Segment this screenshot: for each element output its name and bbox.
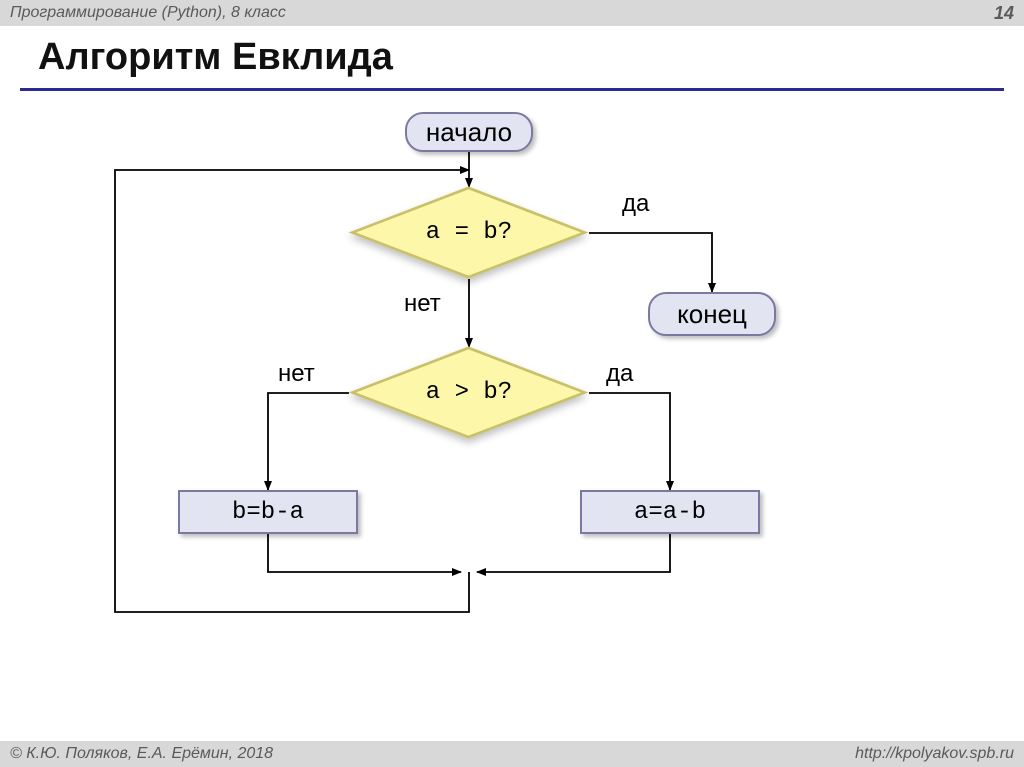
page-number: 14	[994, 0, 1014, 26]
edge-label-cond2-no: нет	[278, 360, 315, 388]
edge-label-cond1-no: нет	[404, 290, 441, 318]
flowchart-canvas: начало a = b? конец a > b? b=b-a a=a-b д…	[0, 92, 1024, 740]
process-b-minus-a: b=b-a	[178, 490, 358, 534]
header-bar: Программирование (Python), 8 класс 14	[0, 0, 1024, 26]
decision-label: a = b?	[349, 219, 589, 246]
decision-label: a > b?	[349, 379, 589, 406]
decision-a-gt-b: a > b?	[349, 347, 589, 439]
process-label: b=b-a	[232, 499, 304, 526]
start-terminator: начало	[405, 112, 533, 152]
edge-label-cond1-yes: да	[622, 190, 649, 218]
footer-left: © К.Ю. Поляков, Е.А. Ерёмин, 2018	[10, 745, 273, 762]
footer-right: http://kpolyakov.spb.ru	[855, 741, 1014, 767]
decision-a-eq-b: a = b?	[349, 187, 589, 279]
footer-bar: © К.Ю. Поляков, Е.А. Ерёмин, 2018 http:/…	[0, 741, 1024, 767]
end-label: конец	[677, 299, 747, 330]
header-left: Программирование (Python), 8 класс	[10, 4, 286, 21]
start-label: начало	[426, 117, 512, 148]
edge-label-cond2-yes: да	[606, 360, 633, 388]
end-terminator: конец	[648, 292, 776, 336]
process-a-minus-b: a=a-b	[580, 490, 760, 534]
title-underline	[20, 88, 1004, 91]
slide-title: Алгоритм Евклида	[38, 36, 393, 79]
process-label: a=a-b	[634, 499, 706, 526]
